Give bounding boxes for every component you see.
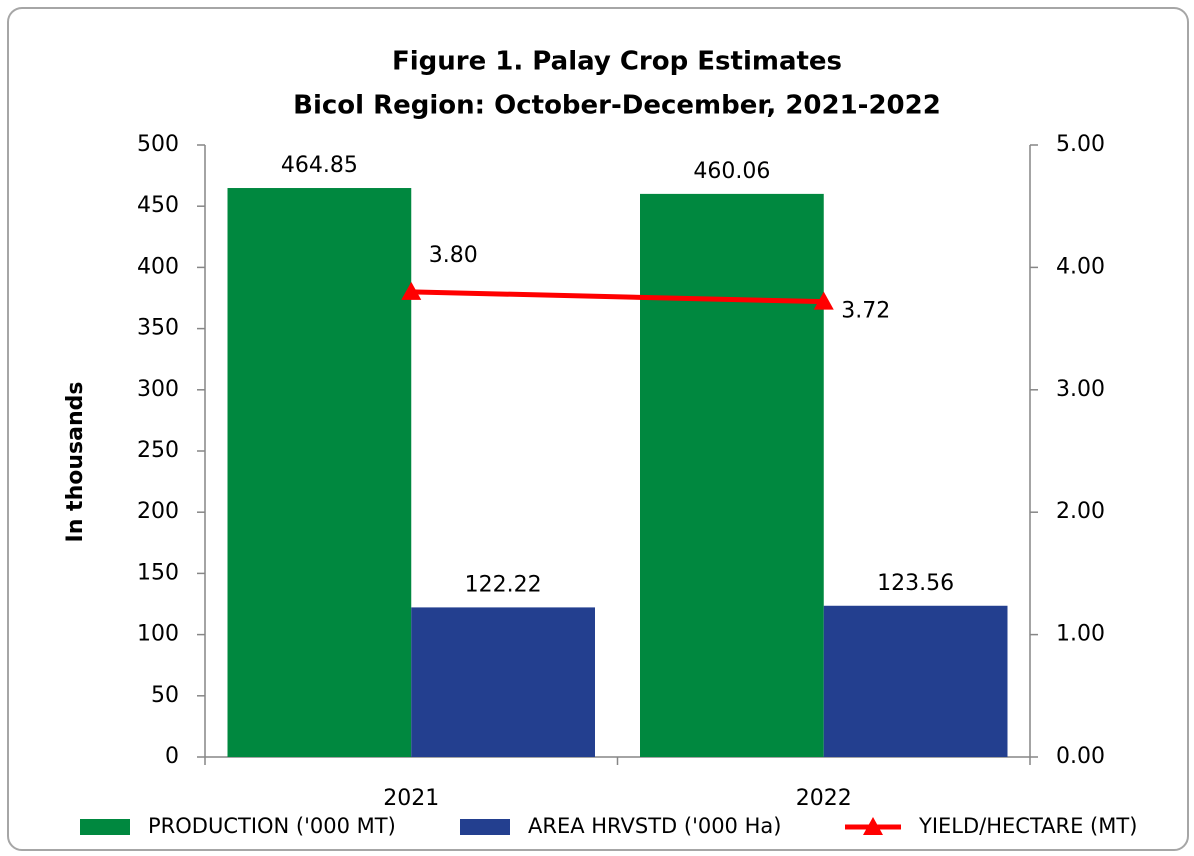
y-tick-label: 400 [137,254,179,279]
y-tick-label: 0 [165,744,179,769]
y-tick-label: 250 [137,438,179,463]
legend-marker [863,817,883,835]
y-tick-label: 150 [137,560,179,585]
data-label: 464.85 [281,153,358,178]
y-tick-label: 100 [137,622,179,647]
line-marker [401,281,422,300]
bar [823,605,1008,757]
data-label: 122.22 [465,572,542,597]
y2-tick-label: 3.00 [1056,377,1105,402]
y2-tick-label: 2.00 [1056,499,1105,524]
x-tick-label: 2022 [796,786,852,811]
data-label: 3.72 [841,299,890,324]
data-label: 123.56 [877,571,954,596]
y2-tick-label: 4.00 [1056,254,1105,279]
legend-label: PRODUCTION ('000 MT) [148,814,396,838]
bar [411,607,595,757]
y-tick-label: 500 [137,132,179,157]
y-tick-label: 450 [137,193,179,218]
bar [227,188,412,757]
legend-label: AREA HRVSTD ('000 Ha) [528,814,781,838]
legend-swatch [460,819,510,835]
chart-subtitle: Bicol Region: October-December, 2021-202… [293,91,941,121]
legend-swatch [80,819,130,835]
y-tick-label: 50 [151,683,179,708]
y-tick-label: 300 [137,377,179,402]
legend-label: YIELD/HECTARE (MT) [918,814,1137,838]
y2-tick-label: 0.00 [1056,744,1105,769]
chart-border [7,7,1189,851]
data-label: 460.06 [693,159,770,184]
y2-tick-label: 5.00 [1056,132,1105,157]
y-tick-label: 350 [137,316,179,341]
bar [640,193,824,757]
y-axis-title: In thousands [63,382,88,543]
chart-title: Figure 1. Palay Crop Estimates [392,47,842,77]
x-tick-label: 2021 [383,786,439,811]
data-label: 3.80 [429,243,478,268]
y2-tick-label: 1.00 [1056,622,1105,647]
line-marker [813,291,834,310]
y-tick-label: 200 [137,499,179,524]
line-series [411,289,824,305]
